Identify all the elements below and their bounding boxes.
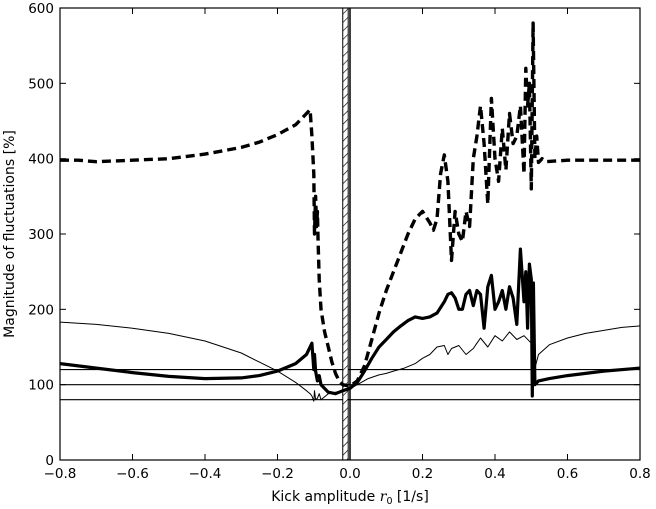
series-line-solid-thick <box>60 247 640 398</box>
x-axis-label-symbol: r <box>380 489 388 505</box>
x-tick-label: 0.8 <box>629 466 650 482</box>
y-tick-label: 500 <box>28 76 54 92</box>
x-axis-label-prefix: Kick amplitude <box>271 489 380 505</box>
y-tick-label: 400 <box>28 152 54 168</box>
x-axis-label-suffix: [1/s] <box>392 489 428 505</box>
y-tick-label: 300 <box>28 227 54 243</box>
y-tick-label: 600 <box>28 1 54 17</box>
x-tick-label: −0.2 <box>261 466 294 482</box>
x-axis-label: Kick amplitude r0 [1/s] <box>271 489 429 507</box>
x-tick-label: 0.6 <box>557 466 578 482</box>
hatched-band <box>342 7 349 461</box>
x-tick-label: −0.8 <box>44 466 77 482</box>
y-tick-label: 200 <box>28 302 54 318</box>
series-line-dashed-thick <box>60 21 640 388</box>
y-tick-label: 100 <box>28 378 54 394</box>
x-tick-label: −0.4 <box>189 466 222 482</box>
x-tick-label: −0.6 <box>116 466 149 482</box>
x-axis-ticks: −0.8 −0.6 −0.4 −0.2 0.0 0.2 0.4 0.6 0.8 <box>44 8 651 482</box>
y-axis-label: Magnitude of fluctuations [%] <box>2 130 18 338</box>
x-tick-label: 0.0 <box>339 466 360 482</box>
y-tick-label: 0 <box>45 453 54 469</box>
x-axis-label-subscript: 0 <box>386 496 392 507</box>
series-line-solid-thin <box>60 321 640 402</box>
x-tick-label: 0.2 <box>412 466 433 482</box>
series-layer <box>60 21 640 402</box>
y-axis-ticks: 0 100 200 300 400 500 600 <box>28 1 640 469</box>
x-tick-label: 0.4 <box>484 466 505 482</box>
